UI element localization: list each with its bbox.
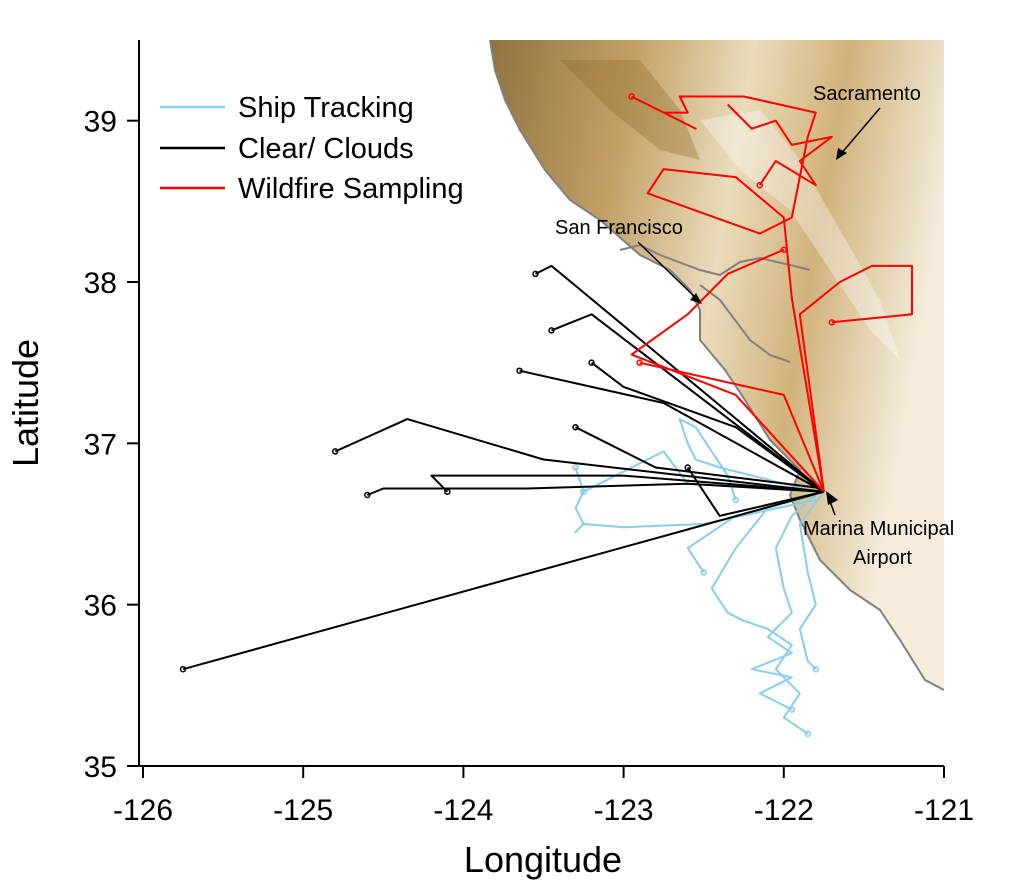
track-line — [639, 361, 825, 493]
track-endpoint — [548, 327, 555, 334]
track-line — [798, 264, 913, 492]
track-line — [535, 264, 825, 493]
land-highlight — [700, 110, 900, 360]
track-endpoint — [588, 359, 595, 366]
track-endpoint — [788, 706, 796, 713]
y-tick-label: 38 — [84, 267, 117, 300]
x-axis-title: Longitude — [464, 839, 622, 880]
track-endpoint — [331, 448, 339, 455]
x-tick-label: -126 — [113, 794, 173, 827]
y-axis-title: Latitude — [5, 339, 46, 467]
x-tick-label: -122 — [754, 794, 814, 827]
legend-label-ship: Ship Tracking — [238, 92, 414, 124]
track-line — [631, 95, 825, 492]
track-line — [334, 418, 825, 493]
arrow-san-francisco — [637, 241, 699, 301]
annotation-sacramento: Sacramento — [813, 83, 921, 105]
track-endpoint — [828, 319, 836, 326]
track-line — [710, 490, 825, 735]
track-endpoint — [516, 367, 523, 374]
track-line — [366, 482, 824, 496]
annotations: Sacramento San Francisco Marina Municipa… — [555, 83, 954, 569]
series-clear-clouds — [179, 264, 825, 673]
x-tick-label: -124 — [433, 794, 493, 827]
axes: -126 -125 -124 -123 -122 -121 35 36 37 38 39 — [84, 40, 974, 827]
track-endpoint — [532, 270, 539, 278]
y-tick-label: 37 — [84, 428, 117, 461]
track-line — [630, 248, 825, 493]
legend: Ship Tracking Clear/ Clouds Wildfire Sam… — [160, 92, 464, 205]
track-endpoint — [780, 246, 788, 253]
track-line — [726, 103, 833, 187]
annotation-san-francisco: San Francisco — [555, 217, 683, 239]
series-wildfire-sampling — [628, 93, 913, 493]
x-tick-label: -123 — [594, 794, 654, 827]
x-tick-label: -121 — [914, 794, 974, 827]
legend-label-wildfire: Wildfire Sampling — [238, 173, 464, 205]
track-endpoint — [756, 181, 764, 189]
track-endpoint — [364, 491, 371, 499]
x-tick-label: -125 — [273, 794, 333, 827]
track-line — [575, 426, 825, 490]
track-endpoint — [572, 423, 579, 431]
x-ticks: -126 -125 -124 -123 -122 -121 — [113, 766, 974, 827]
track-endpoint — [636, 359, 643, 366]
y-tick-label: 35 — [84, 751, 117, 784]
arrowhead-sacramento — [836, 148, 847, 160]
y-ticks: 35 36 37 38 39 — [84, 106, 139, 784]
flight-tracks — [179, 93, 913, 737]
y-tick-label: 39 — [84, 106, 117, 139]
legend-label-clear: Clear/ Clouds — [238, 133, 414, 165]
land-area — [490, 40, 944, 690]
track-endpoint — [444, 488, 451, 495]
track-endpoint — [684, 464, 691, 471]
annotation-airport-line2: Airport — [853, 547, 912, 569]
track-line — [678, 418, 817, 501]
track-line — [798, 491, 825, 670]
terrain-land — [489, 40, 944, 691]
track-line — [182, 490, 825, 671]
track-line — [686, 466, 825, 517]
arrow-sacramento — [839, 107, 881, 156]
coastline — [489, 40, 944, 691]
annotation-airport-line1: Marina Municipal — [803, 518, 954, 540]
track-line — [574, 467, 817, 534]
track-line — [590, 361, 825, 493]
bay-outline — [619, 243, 811, 363]
track-endpoint — [812, 665, 820, 673]
track-line — [750, 494, 817, 711]
arrowhead-san-francisco — [690, 293, 702, 304]
track-endpoint — [732, 496, 739, 504]
track-endpoint — [572, 464, 579, 471]
track-endpoint — [804, 730, 812, 737]
track-line — [519, 369, 825, 493]
track-endpoint — [628, 93, 635, 100]
arrowhead-airport — [826, 491, 838, 505]
y-tick-label: 36 — [84, 590, 117, 623]
track-endpoint — [700, 569, 707, 576]
track-line — [430, 474, 824, 493]
track-line — [551, 313, 825, 493]
land-ridge — [560, 60, 700, 160]
track-endpoint — [179, 665, 187, 673]
